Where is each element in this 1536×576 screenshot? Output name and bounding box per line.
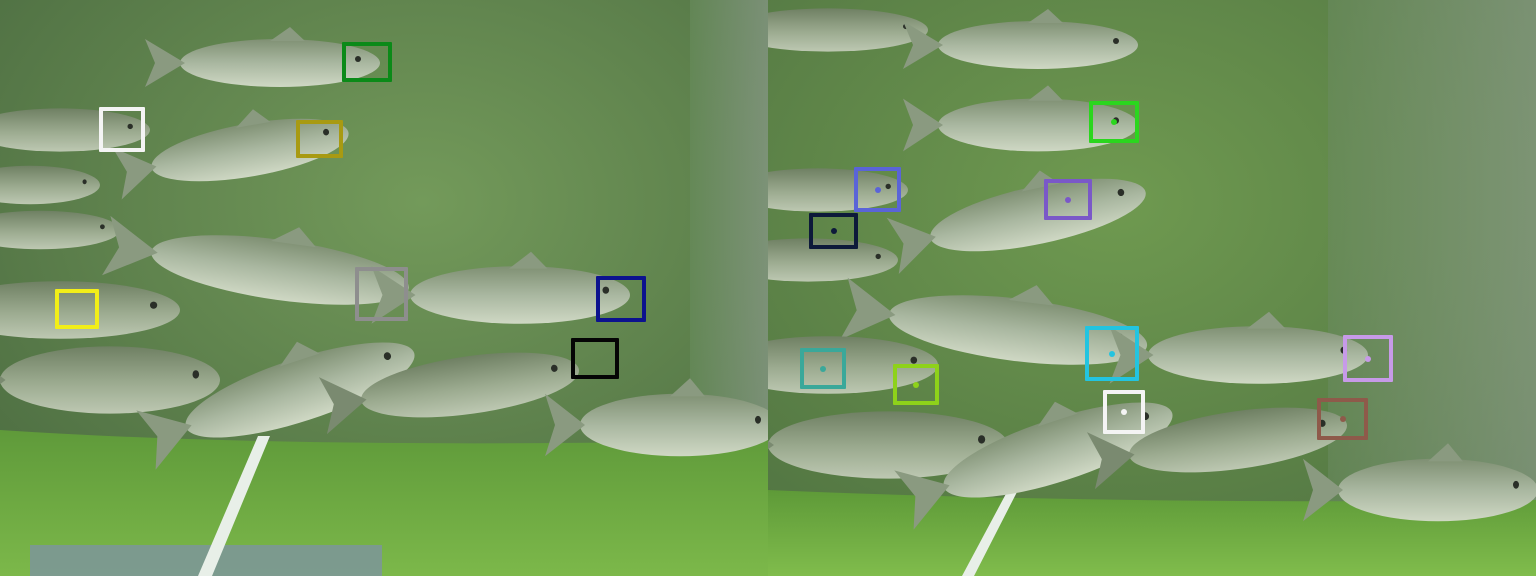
detection-box-green xyxy=(342,42,392,82)
detection-box-yellow-green xyxy=(893,364,939,405)
left-tank-scene xyxy=(0,0,768,576)
detection-box-cyan xyxy=(1085,326,1139,381)
detection-box-teal xyxy=(800,348,846,389)
detection-box-white xyxy=(1103,390,1145,434)
detection-box-gray xyxy=(355,267,408,321)
detection-box-dark-navy xyxy=(809,213,858,249)
detection-box-yellow xyxy=(55,289,99,329)
detection-box-black xyxy=(571,338,619,379)
detection-box-slate-blue xyxy=(854,167,901,212)
right-panel xyxy=(768,0,1536,576)
detection-box-navy xyxy=(596,276,646,322)
left-panel xyxy=(0,0,768,576)
detection-box-white xyxy=(99,107,145,152)
detection-box-lime xyxy=(1089,101,1139,143)
detection-box-olive xyxy=(296,120,343,158)
right-tank-scene xyxy=(768,0,1536,576)
detection-box-lavender xyxy=(1343,335,1393,382)
detection-box-brown xyxy=(1317,398,1368,440)
detection-box-purple xyxy=(1044,179,1092,220)
